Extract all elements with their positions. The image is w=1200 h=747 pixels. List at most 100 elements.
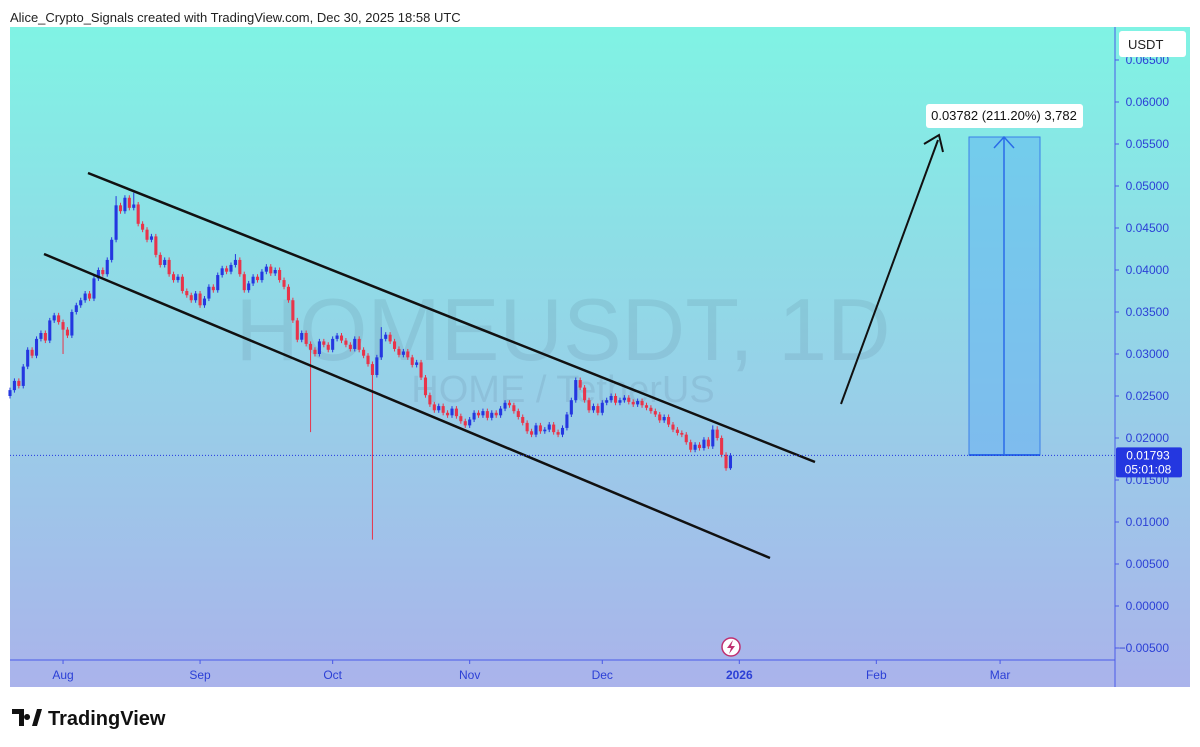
candle-body bbox=[397, 348, 401, 355]
candle-body bbox=[406, 351, 410, 358]
candle-body bbox=[317, 341, 321, 354]
candle-body bbox=[370, 364, 374, 375]
candle-body bbox=[291, 300, 295, 321]
candle-body bbox=[366, 355, 370, 365]
candle-body bbox=[344, 340, 348, 345]
logo-icon bbox=[12, 709, 42, 726]
candle-body bbox=[419, 362, 423, 378]
candle-body bbox=[605, 400, 609, 403]
y-tick-label: 0.03000 bbox=[1126, 347, 1170, 361]
candle-body bbox=[255, 276, 260, 281]
candle-body bbox=[583, 387, 587, 401]
x-tick-label: Feb bbox=[866, 668, 887, 682]
annotation-box bbox=[926, 104, 1083, 128]
x-tick-label: 2026 bbox=[726, 668, 753, 682]
x-tick-label: Nov bbox=[459, 668, 480, 682]
candle-body bbox=[609, 395, 613, 401]
candle-body bbox=[220, 268, 224, 276]
x-tick-label: Mar bbox=[990, 668, 1011, 682]
candle-body bbox=[534, 425, 538, 435]
channel-upper bbox=[87, 171, 816, 464]
candle-body bbox=[101, 270, 105, 275]
candle-body bbox=[450, 408, 454, 416]
candle-body bbox=[167, 259, 171, 275]
y-tick-label: 0.02000 bbox=[1126, 431, 1170, 445]
candle-body bbox=[79, 300, 83, 306]
candle-body bbox=[636, 401, 640, 405]
candle-body bbox=[136, 204, 140, 224]
candle-body bbox=[322, 341, 326, 345]
candle-body bbox=[543, 429, 547, 432]
candle-body bbox=[83, 293, 87, 301]
x-tick-label: Oct bbox=[323, 668, 342, 682]
candle-body bbox=[569, 400, 573, 415]
candle-body bbox=[711, 429, 715, 447]
candle-body bbox=[92, 278, 96, 299]
header: Alice_Crypto_Signals created with Tradin… bbox=[10, 10, 461, 25]
candle-body bbox=[96, 270, 100, 279]
candle-body bbox=[233, 259, 237, 265]
candle-body bbox=[132, 204, 136, 208]
candle-body bbox=[503, 402, 507, 409]
candle-body bbox=[649, 407, 653, 412]
event-bolt bbox=[727, 640, 735, 654]
candle-body bbox=[171, 274, 176, 281]
candle-body bbox=[278, 270, 282, 281]
candle-body bbox=[304, 333, 308, 344]
candle-body bbox=[702, 439, 706, 449]
candle-body bbox=[671, 424, 675, 430]
y-tick-label: 0.06000 bbox=[1126, 95, 1170, 109]
candle-body bbox=[728, 455, 733, 469]
candle-body bbox=[34, 338, 39, 356]
candle-body bbox=[428, 395, 432, 405]
candle-body bbox=[348, 344, 352, 349]
candle-body bbox=[123, 197, 127, 212]
x-tick-label: Sep bbox=[189, 668, 211, 682]
candle-body bbox=[282, 280, 286, 287]
candle-body bbox=[110, 239, 114, 260]
y-tick-label: 0.00500 bbox=[1126, 557, 1170, 571]
candle-body bbox=[441, 406, 445, 413]
candle-body bbox=[410, 357, 414, 365]
candle-body bbox=[459, 416, 463, 422]
candle-body bbox=[516, 411, 520, 417]
candles bbox=[8, 192, 733, 540]
y-tick-label: 0.01000 bbox=[1126, 515, 1170, 529]
candle-body bbox=[264, 266, 268, 272]
candle-body bbox=[490, 412, 494, 418]
candle-body bbox=[560, 427, 565, 435]
candle-body bbox=[154, 236, 158, 255]
candle-body bbox=[286, 286, 291, 301]
candle-body bbox=[362, 349, 366, 356]
candle-body bbox=[48, 320, 52, 341]
candle-body bbox=[141, 223, 145, 230]
candle-body bbox=[720, 437, 724, 455]
candle-body bbox=[273, 270, 277, 274]
candle-body bbox=[423, 377, 428, 396]
candle-body bbox=[88, 293, 92, 299]
candle-body bbox=[43, 333, 47, 341]
candle-body bbox=[145, 229, 149, 240]
candle-body bbox=[185, 291, 189, 296]
candle-body bbox=[216, 275, 220, 291]
x-tick-label: Aug bbox=[52, 668, 73, 682]
candle-body bbox=[176, 276, 180, 281]
countdown: 05:01:08 bbox=[1125, 462, 1172, 476]
candle-body bbox=[644, 405, 649, 408]
candle-body bbox=[463, 421, 467, 426]
candle-body bbox=[65, 329, 70, 336]
candle-body bbox=[574, 380, 578, 401]
y-tick-label: 0.02500 bbox=[1126, 389, 1170, 403]
candle-body bbox=[238, 259, 242, 275]
candle-body bbox=[114, 205, 118, 240]
y-tick-label: 0.04500 bbox=[1126, 221, 1170, 235]
y-tick-label: 0.03500 bbox=[1126, 305, 1170, 319]
candle-body bbox=[335, 335, 339, 339]
candle-body bbox=[530, 431, 534, 435]
candle-body bbox=[675, 429, 679, 433]
candle-body bbox=[591, 406, 595, 411]
last-price-box bbox=[1116, 447, 1182, 478]
candle-body bbox=[61, 322, 65, 330]
candle-body bbox=[309, 343, 313, 350]
